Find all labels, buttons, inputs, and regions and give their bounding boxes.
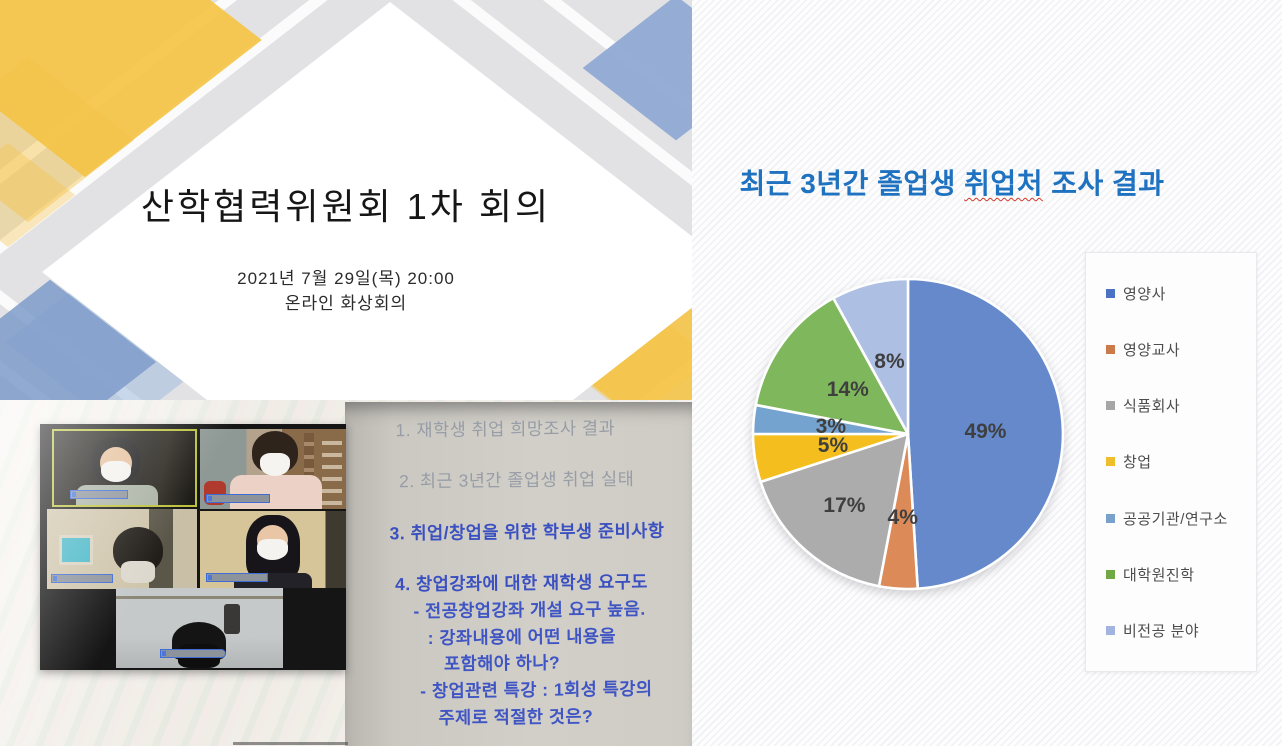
- bookshelf: [322, 433, 342, 505]
- participant-mask: [260, 453, 290, 476]
- legend-label: 창업: [1123, 454, 1152, 472]
- pie-chart-svg: [751, 277, 1065, 591]
- mic-icon: [208, 496, 212, 501]
- pie-slice: [754, 296, 910, 436]
- slide-title: 산학협력위원회 1차 회의: [140, 186, 552, 227]
- legend-swatch: [1106, 401, 1115, 411]
- legend-item: 창업: [1106, 451, 1256, 472]
- mic-icon: [208, 575, 212, 580]
- participant-mask: [121, 561, 155, 583]
- chart-title-spellcheck-word: 취업처: [964, 168, 1043, 199]
- laptop-edge: [233, 742, 348, 745]
- title-slide: 산학협력위원회 1차 회의 2021년 7월 29일(목) 20:00 온라인 …: [0, 0, 692, 402]
- chart-slide: 최근 3년간 졸업생 취업처 조사 결과 49% 4% 17% 5% 3% 14% 8% 영…: [692, 0, 1282, 746]
- legend-label: 영양교사: [1123, 341, 1181, 359]
- legend-label: 식품회사: [1123, 398, 1181, 416]
- mic-icon: [162, 651, 166, 656]
- participant-tile: [116, 588, 283, 668]
- agenda-subitem: - 전공창업강좌 개설 요구 높음.: [413, 598, 646, 622]
- legend-swatch: [1106, 513, 1115, 523]
- pie-data-label: 14%: [826, 378, 869, 402]
- legend-label: 비전공 분야: [1123, 623, 1200, 641]
- agenda-subitem: - 창업관련 특강 : 1회성 특강의: [420, 678, 653, 702]
- participant-name-label: [51, 574, 113, 583]
- slide-date: 2021년 7월 29일(목) 20:00: [237, 269, 455, 288]
- legend-swatch: [1106, 344, 1115, 354]
- pie-slice: [759, 432, 910, 588]
- participant-name-label: [70, 490, 128, 499]
- agenda-item: 2. 최근 3년간 졸업생 취업 실태: [398, 468, 635, 492]
- legend-swatch: [1106, 457, 1115, 467]
- legend-item: 영양사: [1106, 283, 1256, 304]
- bookshelf: [304, 433, 314, 505]
- participant-grid: [40, 424, 346, 670]
- pie-data-label: 3%: [815, 414, 847, 438]
- ceiling-lamp: [224, 604, 240, 634]
- agenda-item: 4. 창업강좌에 대한 재학생 요구도: [394, 571, 649, 595]
- legend-item: 공공기관/연구소: [1106, 508, 1256, 529]
- chart-title: 최근 3년간 졸업생 취업처 조사 결과: [692, 162, 1212, 202]
- shared-slide-agenda: 1. 재학생 취업 희망조사 결과 2. 최근 3년간 졸업생 취업 실태 3.…: [345, 402, 692, 746]
- legend-swatch: [1106, 288, 1115, 298]
- legend-swatch: [1106, 570, 1115, 580]
- agenda-item: 1. 재학생 취업 희망조사 결과: [395, 417, 616, 441]
- ceiling-trim: [116, 596, 283, 599]
- participant-tile: [52, 429, 197, 507]
- legend-item: 대학원진학: [1106, 564, 1256, 585]
- legend-label: 영양사: [1123, 285, 1166, 303]
- pie-slice: [906, 277, 1065, 590]
- participant-tile: [200, 429, 346, 509]
- legend-item: 식품회사: [1106, 395, 1256, 416]
- slide-location: 온라인 화상회의: [284, 294, 408, 313]
- pie-data-label: 17%: [823, 494, 866, 518]
- participant-name-label: [206, 494, 270, 503]
- video-conference-photo: 1. 재학생 취업 희망조사 결과 2. 최근 3년간 졸업생 취업 실태 3.…: [0, 400, 692, 746]
- legend-swatch: [1106, 626, 1115, 636]
- agenda-item: 3. 취업/창업을 위한 학부생 준비사항: [389, 520, 665, 544]
- participant-body: [230, 475, 322, 509]
- pie-slice: [832, 277, 910, 436]
- pie-chart: 49% 4% 17% 5% 3% 14% 8%: [741, 267, 1075, 601]
- participant-name-label: [206, 573, 268, 582]
- pie-data-label: 4%: [887, 505, 918, 529]
- participant-tile: [200, 511, 346, 588]
- participant-mask: [257, 539, 288, 560]
- mic-icon: [72, 492, 76, 497]
- chart-title-post: 조사 결과: [1042, 168, 1165, 199]
- chart-title-pre: 최근 3년간 졸업생: [739, 168, 965, 199]
- agenda-subitem: : 강좌내용에 어떤 내용을: [427, 625, 617, 648]
- participant-tile: [47, 509, 197, 589]
- pie-data-label: 5%: [817, 433, 849, 457]
- pie-data-label: 49%: [964, 419, 1007, 443]
- agenda-subitem: 포함해야 하나?: [443, 652, 561, 674]
- legend-label: 공공기관/연구소: [1123, 510, 1228, 528]
- participant-mask: [101, 461, 131, 482]
- mic-icon: [53, 576, 57, 581]
- legend-item: 영양교사: [1106, 339, 1256, 360]
- legend-item: 비전공 분야: [1106, 620, 1256, 641]
- agenda-subitem: 주제로 적절한 것은?: [438, 706, 594, 728]
- pie-data-label: 8%: [874, 349, 905, 373]
- aquarium: [59, 535, 93, 565]
- legend-label: 대학원진학: [1123, 567, 1195, 585]
- participant-name-label: [160, 649, 226, 658]
